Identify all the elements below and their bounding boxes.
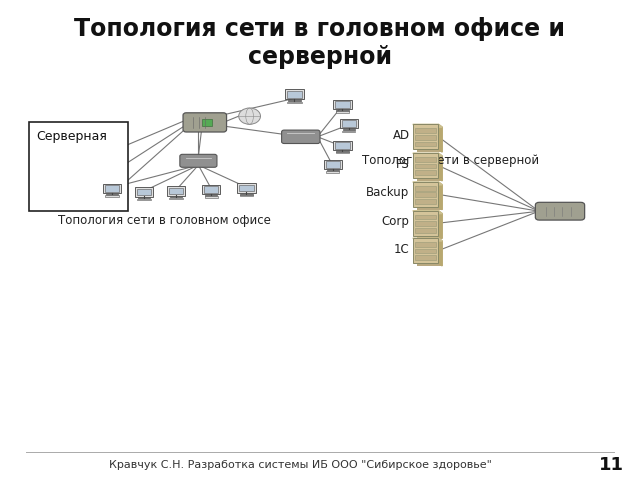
Bar	[415, 170, 436, 175]
Bar	[135, 187, 153, 196]
Bar	[415, 255, 436, 260]
Bar	[415, 186, 436, 191]
Polygon shape	[413, 182, 442, 185]
Bar	[240, 193, 253, 194]
Bar	[415, 157, 436, 162]
Bar	[105, 185, 119, 192]
Bar	[106, 194, 118, 195]
Bar	[335, 101, 349, 108]
Bar	[342, 131, 355, 132]
Text: Топология сети в головном офисе: Топология сети в головном офисе	[58, 214, 271, 227]
Bar	[413, 124, 438, 149]
Bar	[415, 221, 436, 226]
Polygon shape	[413, 124, 442, 127]
Bar	[138, 199, 150, 200]
Bar	[415, 192, 436, 197]
Bar	[340, 119, 358, 128]
Text: AD: AD	[392, 129, 410, 142]
Bar	[415, 128, 436, 133]
Bar	[169, 188, 183, 194]
Bar	[413, 153, 438, 178]
Polygon shape	[438, 124, 442, 152]
FancyBboxPatch shape	[180, 154, 217, 167]
Bar	[237, 183, 255, 192]
Bar	[417, 156, 442, 181]
Text: Топология сети в серверной: Топология сети в серверной	[362, 154, 539, 167]
Bar	[415, 135, 436, 140]
Bar	[287, 91, 302, 98]
Polygon shape	[438, 238, 442, 266]
Bar	[205, 196, 218, 198]
Text: 11: 11	[598, 456, 624, 474]
Polygon shape	[413, 153, 442, 156]
Polygon shape	[413, 238, 442, 241]
Bar	[336, 111, 349, 113]
Text: Кравчук С.Н. Разработка системы ИБ ООО "Сибирское здоровье": Кравчук С.Н. Разработка системы ИБ ООО "…	[109, 460, 492, 469]
Polygon shape	[438, 211, 442, 239]
Bar	[240, 195, 253, 196]
Bar	[167, 186, 185, 195]
Text: 1C: 1C	[394, 242, 410, 256]
Bar	[415, 199, 436, 204]
Text: Backup: Backup	[366, 186, 410, 200]
Bar	[138, 197, 150, 198]
Bar	[205, 195, 218, 196]
Text: FS: FS	[396, 157, 410, 171]
Bar	[324, 160, 342, 169]
Bar	[342, 120, 356, 127]
Bar	[415, 228, 436, 233]
Bar	[202, 119, 212, 126]
Bar	[417, 214, 442, 239]
Bar	[170, 198, 182, 199]
Bar	[29, 122, 128, 211]
Circle shape	[239, 108, 260, 124]
Bar	[417, 241, 442, 266]
Bar	[415, 242, 436, 247]
Bar	[336, 152, 349, 154]
Bar	[326, 170, 339, 171]
Bar	[106, 195, 118, 197]
FancyBboxPatch shape	[183, 113, 227, 132]
Bar	[417, 127, 442, 152]
Bar	[413, 182, 438, 207]
Bar	[239, 185, 253, 191]
Bar	[415, 142, 436, 146]
Polygon shape	[413, 211, 442, 214]
Bar	[413, 238, 438, 263]
Bar	[202, 185, 220, 194]
Bar	[326, 161, 340, 168]
FancyBboxPatch shape	[535, 202, 585, 220]
Bar	[336, 151, 349, 152]
Bar	[335, 142, 349, 148]
FancyBboxPatch shape	[282, 130, 320, 144]
Bar	[287, 102, 301, 103]
Bar	[415, 164, 436, 168]
Bar	[336, 110, 349, 111]
Bar	[417, 185, 442, 210]
Text: Серверная: Серверная	[36, 130, 108, 143]
Text: Corp: Corp	[381, 215, 410, 228]
Bar	[415, 215, 436, 219]
Bar	[170, 196, 182, 197]
Bar	[415, 249, 436, 253]
Polygon shape	[438, 182, 442, 210]
Text: Топология сети в головном офисе и
серверной: Топология сети в головном офисе и сервер…	[74, 17, 566, 69]
Bar	[342, 129, 355, 130]
Bar	[413, 211, 438, 236]
Polygon shape	[438, 153, 442, 181]
Bar	[137, 189, 151, 195]
Bar	[103, 184, 121, 193]
Bar	[333, 100, 351, 109]
Bar	[285, 89, 304, 99]
Bar	[333, 141, 351, 150]
Bar	[204, 186, 218, 192]
Bar	[288, 100, 301, 101]
Bar	[326, 171, 339, 173]
